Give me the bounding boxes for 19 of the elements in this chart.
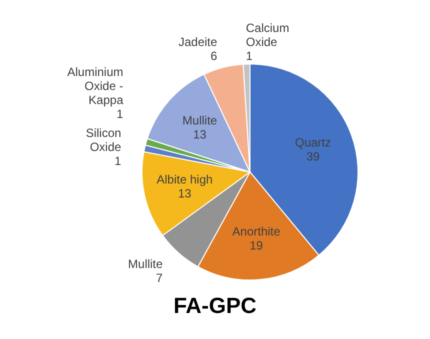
data-label: 13 <box>178 186 192 201</box>
slice-label: Quartz <box>294 135 332 150</box>
slice-label: Aluminium Oxide - Kappa <box>67 65 124 108</box>
slice-label: Anorthite <box>232 224 281 239</box>
data-label: 7 <box>156 271 164 286</box>
slice-label: Jadeite <box>178 35 218 49</box>
data-label: 1 <box>116 107 124 122</box>
slice-label: Mullite <box>128 257 164 272</box>
slice-label: Calcium Oxide <box>246 21 290 49</box>
slice-label: Silicon Oxide <box>86 126 122 154</box>
data-label: 1 <box>246 49 253 63</box>
data-label: 1 <box>114 154 122 168</box>
data-label: 39 <box>306 149 320 164</box>
data-label: 19 <box>250 238 264 253</box>
data-label: 13 <box>193 128 207 142</box>
text: FA-GPC <box>173 293 257 318</box>
slice-label: Albite high <box>156 172 213 187</box>
slice-label: Mullite <box>182 114 218 128</box>
data-label: 6 <box>210 49 218 63</box>
